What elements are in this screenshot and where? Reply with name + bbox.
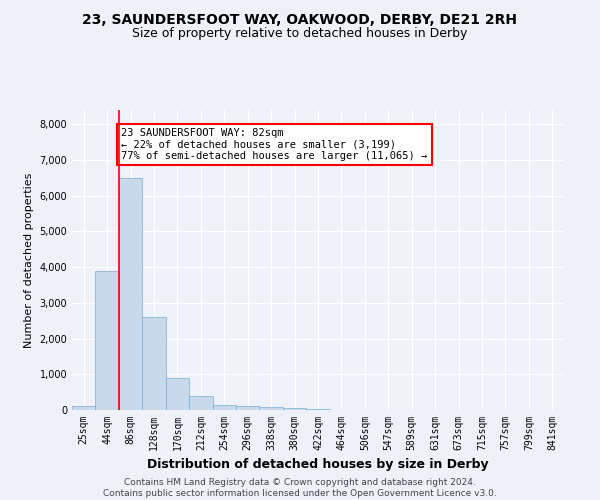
Bar [166, 378, 189, 410]
Text: 23, SAUNDERSFOOT WAY, OAKWOOD, DERBY, DE21 2RH: 23, SAUNDERSFOOT WAY, OAKWOOD, DERBY, DE… [83, 12, 517, 26]
Bar [95, 270, 119, 410]
X-axis label: Distribution of detached houses by size in Derby: Distribution of detached houses by size … [147, 458, 489, 471]
Y-axis label: Number of detached properties: Number of detached properties [24, 172, 34, 348]
Bar [306, 409, 330, 410]
Bar [283, 408, 306, 410]
Text: Contains HM Land Registry data © Crown copyright and database right 2024.
Contai: Contains HM Land Registry data © Crown c… [103, 478, 497, 498]
Bar [236, 406, 259, 410]
Text: Size of property relative to detached houses in Derby: Size of property relative to detached ho… [133, 28, 467, 40]
Bar [72, 406, 95, 410]
Bar [259, 408, 283, 410]
Bar [119, 178, 142, 410]
Bar [189, 396, 212, 410]
Text: 23 SAUNDERSFOOT WAY: 82sqm
← 22% of detached houses are smaller (3,199)
77% of s: 23 SAUNDERSFOOT WAY: 82sqm ← 22% of deta… [121, 128, 427, 161]
Bar [142, 317, 166, 410]
Bar [212, 404, 236, 410]
